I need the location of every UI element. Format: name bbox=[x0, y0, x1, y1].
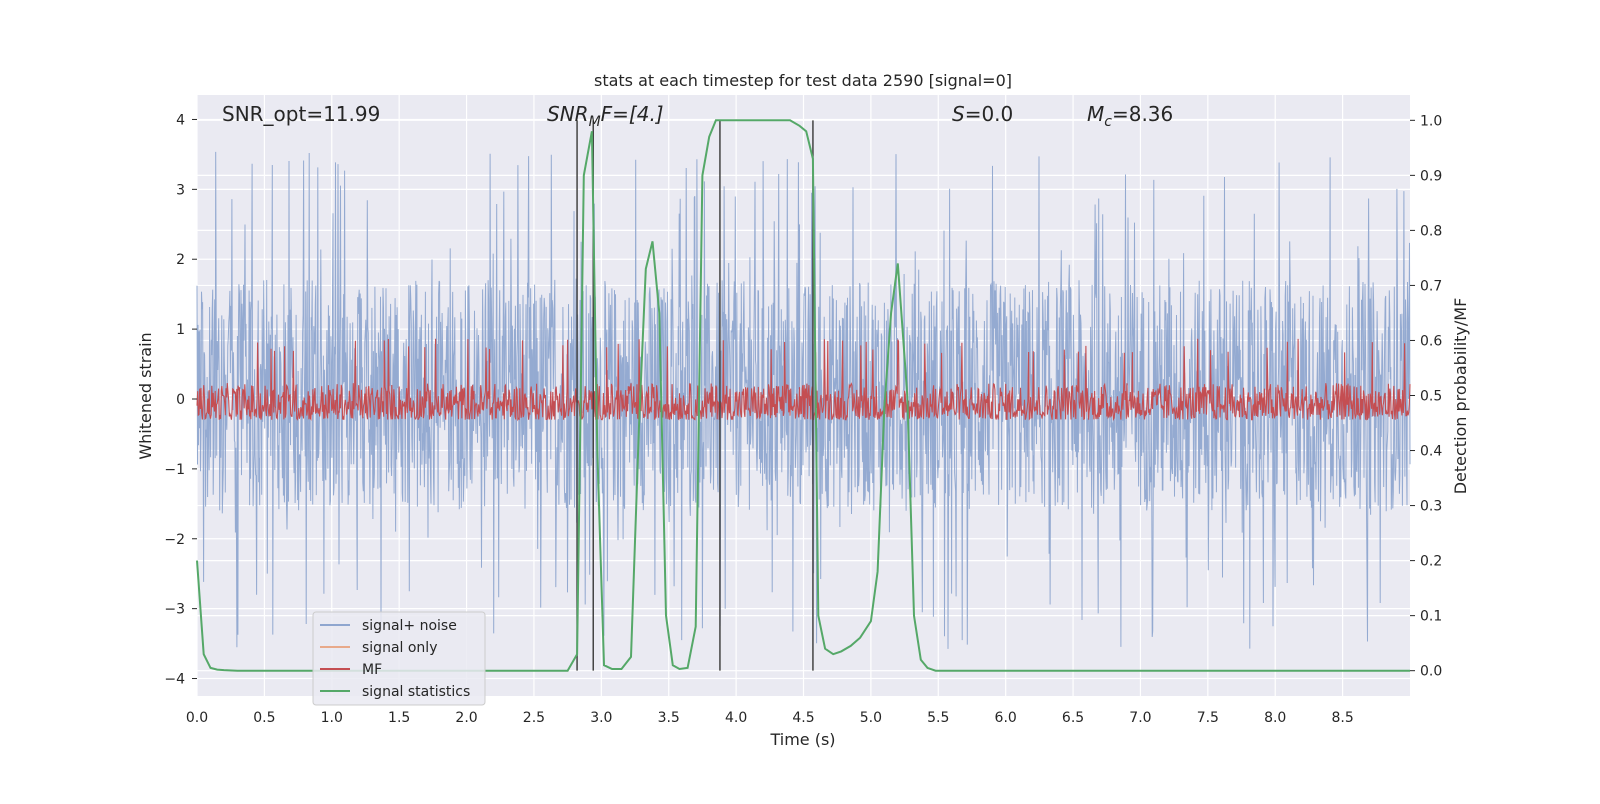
y2-axis-ticks: 1.0 0.9 0.8 0.7 0.6 0.5 0.4 0.3 0.2 0.1 0.0 bbox=[1410, 113, 1442, 680]
x-tick-label: 6.5 bbox=[1062, 710, 1084, 726]
annotation-snr-mf-main: SNR bbox=[547, 102, 589, 126]
annotation-mc: Mc=8.36 bbox=[1087, 102, 1173, 130]
annotation-snr-opt: SNR_opt=11.99 bbox=[222, 102, 380, 126]
y-tick-label: 4 bbox=[176, 112, 185, 128]
y2-tick-label: 0.9 bbox=[1420, 168, 1442, 184]
signal-statistics-line bbox=[196, 119, 1410, 672]
annotation-s-rest: =0.0 bbox=[965, 102, 1014, 126]
y2-axis-label: Detection probability/MF bbox=[1451, 298, 1470, 495]
annotation-snr-mf-rest: F=[4.] bbox=[601, 102, 664, 126]
annotation-s: S=0.0 bbox=[952, 102, 1013, 126]
x-tick-label: 7.0 bbox=[1129, 710, 1151, 726]
signal-statistics-series bbox=[196, 119, 1410, 672]
y2-tick-label: 0.7 bbox=[1420, 278, 1442, 294]
legend: signal+ noise signal only MF signal stat… bbox=[312, 611, 486, 706]
x-tick-label: 8.0 bbox=[1264, 710, 1286, 726]
annotation-mc-rest: =8.36 bbox=[1112, 102, 1173, 126]
y-axis-ticks: 4 3 2 1 0 −1 −2 −3 −4 bbox=[164, 112, 197, 688]
y-tick-label: 1 bbox=[176, 322, 185, 338]
y-tick-label: 2 bbox=[176, 252, 185, 268]
y2-tick-label: 1.0 bbox=[1420, 113, 1442, 129]
x-axis-label: Time (s) bbox=[769, 730, 835, 749]
x-tick-label: 2.0 bbox=[455, 710, 477, 726]
y2-tick-label: 0.4 bbox=[1420, 444, 1442, 460]
mf-line bbox=[196, 338, 1411, 422]
mf-series bbox=[196, 338, 1411, 422]
annotation-mc-main: M bbox=[1087, 102, 1104, 126]
y-axis-label: Whitened strain bbox=[136, 332, 155, 459]
y-tick-label: −3 bbox=[164, 602, 185, 618]
y2-tick-label: 0.8 bbox=[1420, 223, 1442, 239]
x-tick-label: 0.0 bbox=[186, 710, 208, 726]
annotation-snr-mf-sub: M bbox=[589, 114, 601, 130]
y-tick-label: −4 bbox=[164, 672, 185, 688]
y2-tick-label: 0.0 bbox=[1420, 664, 1442, 680]
annotation-mc-sub: c bbox=[1104, 114, 1112, 130]
y2-tick-label: 0.1 bbox=[1420, 609, 1442, 625]
legend-label-signal-noise: signal+ noise bbox=[362, 618, 457, 634]
x-tick-label: 6.0 bbox=[995, 710, 1017, 726]
y2-tick-label: 0.3 bbox=[1420, 499, 1442, 515]
vertical-markers bbox=[576, 120, 814, 671]
y-tick-label: 3 bbox=[176, 182, 185, 198]
x-tick-label: 4.5 bbox=[792, 710, 814, 726]
annotation-snr-mf: SNRMF=[4.] bbox=[547, 102, 664, 130]
x-tick-label: 3.0 bbox=[590, 710, 612, 726]
x-tick-label: 5.5 bbox=[927, 710, 949, 726]
legend-label-signal-statistics: signal statistics bbox=[362, 684, 470, 700]
y-tick-label: 0 bbox=[176, 392, 185, 408]
x-tick-label: 4.0 bbox=[725, 710, 747, 726]
x-tick-label: 0.5 bbox=[253, 710, 275, 726]
x-tick-label: 8.5 bbox=[1331, 710, 1353, 726]
y2-tick-label: 0.6 bbox=[1420, 333, 1442, 349]
chart-title: stats at each timestep for test data 259… bbox=[594, 71, 1012, 90]
x-tick-label: 1.0 bbox=[321, 710, 343, 726]
y-tick-label: −2 bbox=[164, 532, 185, 548]
x-axis-ticks: 0.0 0.5 1.0 1.5 2.0 2.5 3.0 3.5 4.0 4.5 5.0 5.5 6.0 6… bbox=[186, 710, 1354, 726]
y-tick-label: −1 bbox=[164, 462, 185, 478]
x-tick-label: 3.5 bbox=[658, 710, 680, 726]
y2-tick-label: 0.2 bbox=[1420, 554, 1442, 570]
legend-box bbox=[312, 611, 486, 706]
legend-label-mf: MF bbox=[362, 662, 382, 678]
x-tick-label: 2.5 bbox=[523, 710, 545, 726]
legend-label-signal-only: signal only bbox=[362, 640, 437, 656]
x-tick-label: 1.5 bbox=[388, 710, 410, 726]
signal-noise-line bbox=[196, 151, 1411, 649]
annotation-s-var: S bbox=[952, 102, 965, 126]
signal-noise-series bbox=[196, 151, 1411, 649]
x-tick-label: 5.0 bbox=[860, 710, 882, 726]
x-tick-label: 7.5 bbox=[1197, 710, 1219, 726]
y2-tick-label: 0.5 bbox=[1420, 389, 1442, 405]
